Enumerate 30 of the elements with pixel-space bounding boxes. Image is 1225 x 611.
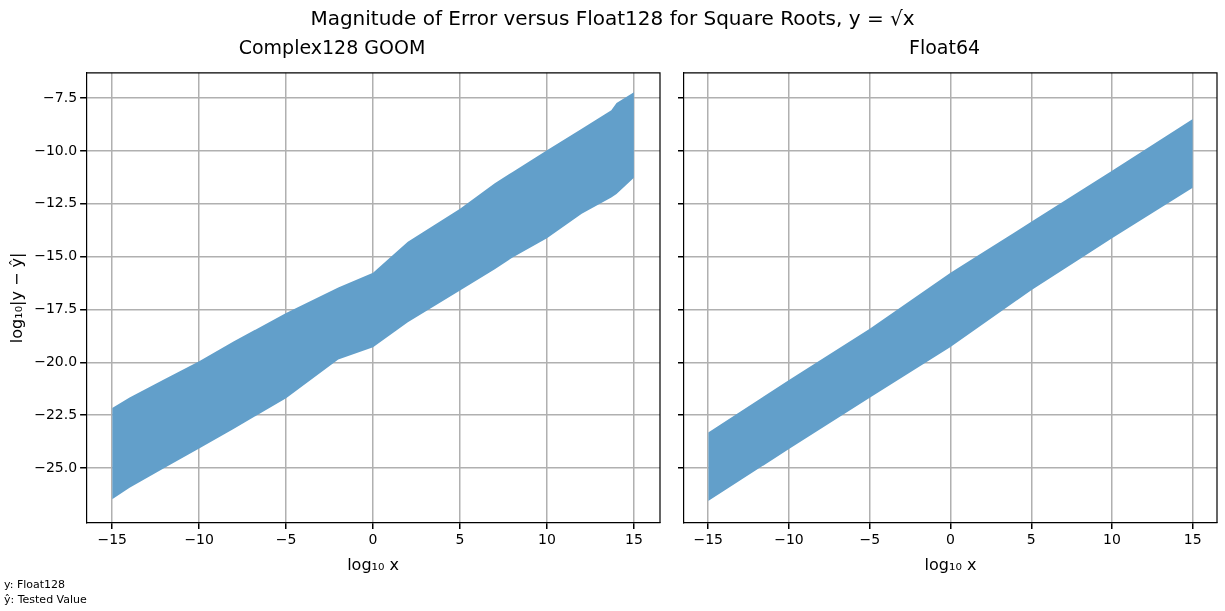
- y-tick-label: −7.5: [43, 88, 78, 105]
- y-tick-label: −17.5: [34, 300, 78, 317]
- x-tick-label: −15: [693, 531, 723, 548]
- x-axis-title: log₁₀ x: [347, 554, 399, 574]
- y-tick-label: −25.0: [34, 458, 78, 475]
- x-tick-label: −10: [774, 531, 804, 548]
- y-axis-title: log₁₀|y − ŷ|: [6, 252, 26, 344]
- x-tick-label: 5: [1026, 531, 1036, 548]
- x-tick-label: −15: [97, 531, 127, 548]
- x-axis-title: log₁₀ x: [924, 554, 977, 574]
- text: y: Float128: [4, 577, 67, 592]
- x-tick-label: 10: [1103, 531, 1121, 548]
- x-tick-label: 15: [625, 531, 643, 548]
- y-tick-label: −15.0: [34, 247, 78, 264]
- y-tick-label: −10.0: [34, 141, 78, 158]
- x-tick-label: 5: [455, 531, 465, 548]
- chart-title: Float64: [908, 36, 981, 59]
- y-tick-label: −12.5: [34, 194, 78, 211]
- x-tick-label: 15: [1183, 531, 1202, 548]
- chart-title: Magnitude of Error versus Float128 for Square Roots, y = √x: [309, 6, 916, 30]
- x-tick-label: 0: [368, 531, 378, 548]
- x-tick-label: −5: [859, 531, 881, 548]
- y-tick-label: −22.5: [34, 405, 78, 422]
- x-tick-label: −10: [184, 531, 214, 548]
- text: ŷ: Tested Value: [4, 592, 87, 607]
- chart-subtitle: Complex128 GOOM: [238, 36, 426, 59]
- y-tick-label: −20.0: [34, 353, 78, 370]
- x-tick-label: 10: [538, 531, 556, 548]
- x-tick-label: −5: [275, 531, 297, 548]
- x-tick-label: 0: [946, 531, 955, 548]
